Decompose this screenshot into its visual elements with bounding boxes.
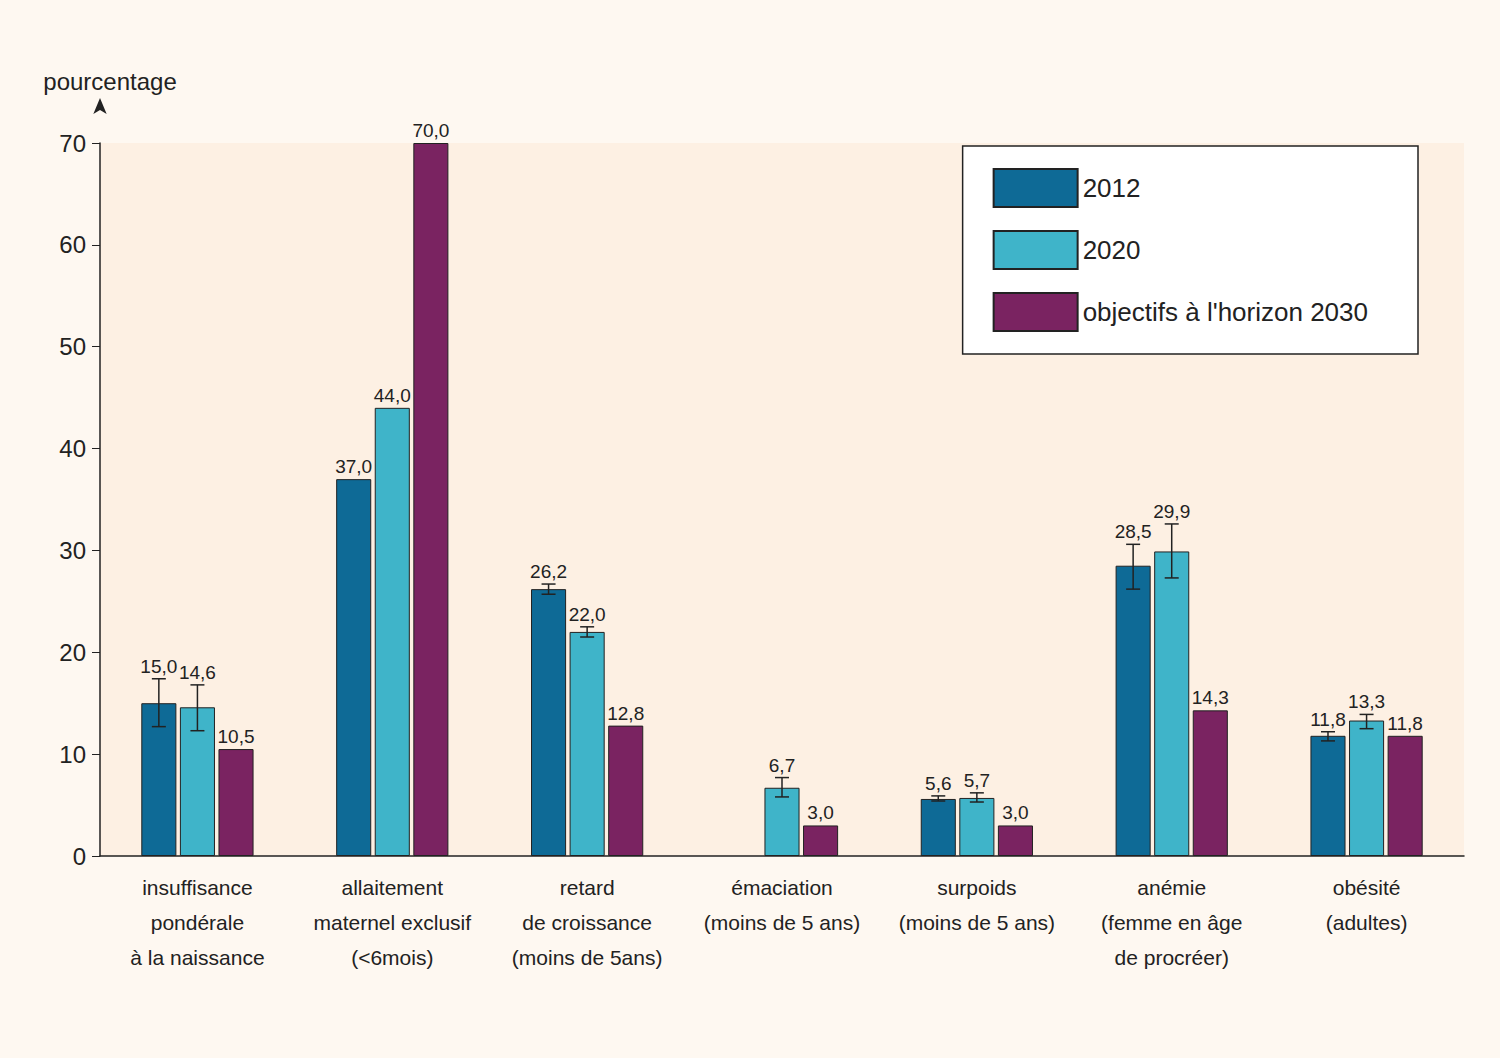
svg-text:29,9: 29,9 bbox=[1153, 501, 1190, 522]
svg-text:3,0: 3,0 bbox=[807, 802, 833, 823]
svg-text:10,5: 10,5 bbox=[218, 726, 255, 747]
svg-text:anémie: anémie bbox=[1137, 876, 1206, 899]
svg-text:à la naissance: à la naissance bbox=[130, 946, 264, 969]
svg-text:5,6: 5,6 bbox=[925, 773, 951, 794]
svg-text:retard: retard bbox=[560, 876, 615, 899]
svg-text:14,6: 14,6 bbox=[179, 662, 216, 683]
svg-text:14,3: 14,3 bbox=[1192, 687, 1229, 708]
svg-text:(moins de 5 ans): (moins de 5 ans) bbox=[899, 911, 1055, 934]
svg-text:0: 0 bbox=[73, 843, 86, 870]
svg-text:2012: 2012 bbox=[1083, 173, 1141, 203]
svg-text:pourcentage: pourcentage bbox=[43, 68, 176, 95]
svg-text:28,5: 28,5 bbox=[1115, 521, 1152, 542]
svg-text:70,0: 70,0 bbox=[412, 120, 449, 141]
svg-text:22,0: 22,0 bbox=[569, 604, 606, 625]
svg-text:44,0: 44,0 bbox=[374, 385, 411, 406]
svg-text:allaitement: allaitement bbox=[342, 876, 444, 899]
svg-text:37,0: 37,0 bbox=[335, 456, 372, 477]
svg-text:5,7: 5,7 bbox=[964, 770, 990, 791]
svg-text:(moins de 5 ans): (moins de 5 ans) bbox=[704, 911, 860, 934]
svg-text:2020: 2020 bbox=[1083, 235, 1141, 265]
svg-text:pondérale: pondérale bbox=[151, 911, 244, 934]
svg-text:de procréer): de procréer) bbox=[1115, 946, 1229, 969]
svg-text:3,0: 3,0 bbox=[1002, 802, 1028, 823]
svg-text:20: 20 bbox=[59, 639, 86, 666]
svg-text:6,7: 6,7 bbox=[769, 755, 795, 776]
svg-text:de croissance: de croissance bbox=[522, 911, 652, 934]
svg-text:(femme en âge: (femme en âge bbox=[1101, 911, 1242, 934]
svg-text:70: 70 bbox=[59, 130, 86, 157]
svg-text:émaciation: émaciation bbox=[731, 876, 833, 899]
svg-text:12,8: 12,8 bbox=[607, 703, 644, 724]
svg-text:11,8: 11,8 bbox=[1387, 713, 1423, 734]
svg-text:insuffisance: insuffisance bbox=[142, 876, 253, 899]
svg-text:maternel exclusif: maternel exclusif bbox=[314, 911, 472, 934]
svg-text:11,8: 11,8 bbox=[1310, 709, 1346, 730]
svg-text:60: 60 bbox=[59, 231, 86, 258]
svg-text:(adultes): (adultes) bbox=[1326, 911, 1408, 934]
svg-text:40: 40 bbox=[59, 435, 86, 462]
svg-text:obésité: obésité bbox=[1333, 876, 1401, 899]
svg-text:(<6mois): (<6mois) bbox=[351, 946, 433, 969]
svg-text:15,0: 15,0 bbox=[140, 656, 177, 677]
svg-text:surpoids: surpoids bbox=[937, 876, 1016, 899]
svg-text:objectifs à l'horizon 2030: objectifs à l'horizon 2030 bbox=[1083, 297, 1368, 327]
svg-text:13,3: 13,3 bbox=[1348, 691, 1385, 712]
svg-text:(moins de 5ans): (moins de 5ans) bbox=[512, 946, 663, 969]
svg-text:50: 50 bbox=[59, 333, 86, 360]
svg-text:10: 10 bbox=[59, 741, 86, 768]
svg-text:30: 30 bbox=[59, 537, 86, 564]
svg-text:26,2: 26,2 bbox=[530, 561, 567, 582]
